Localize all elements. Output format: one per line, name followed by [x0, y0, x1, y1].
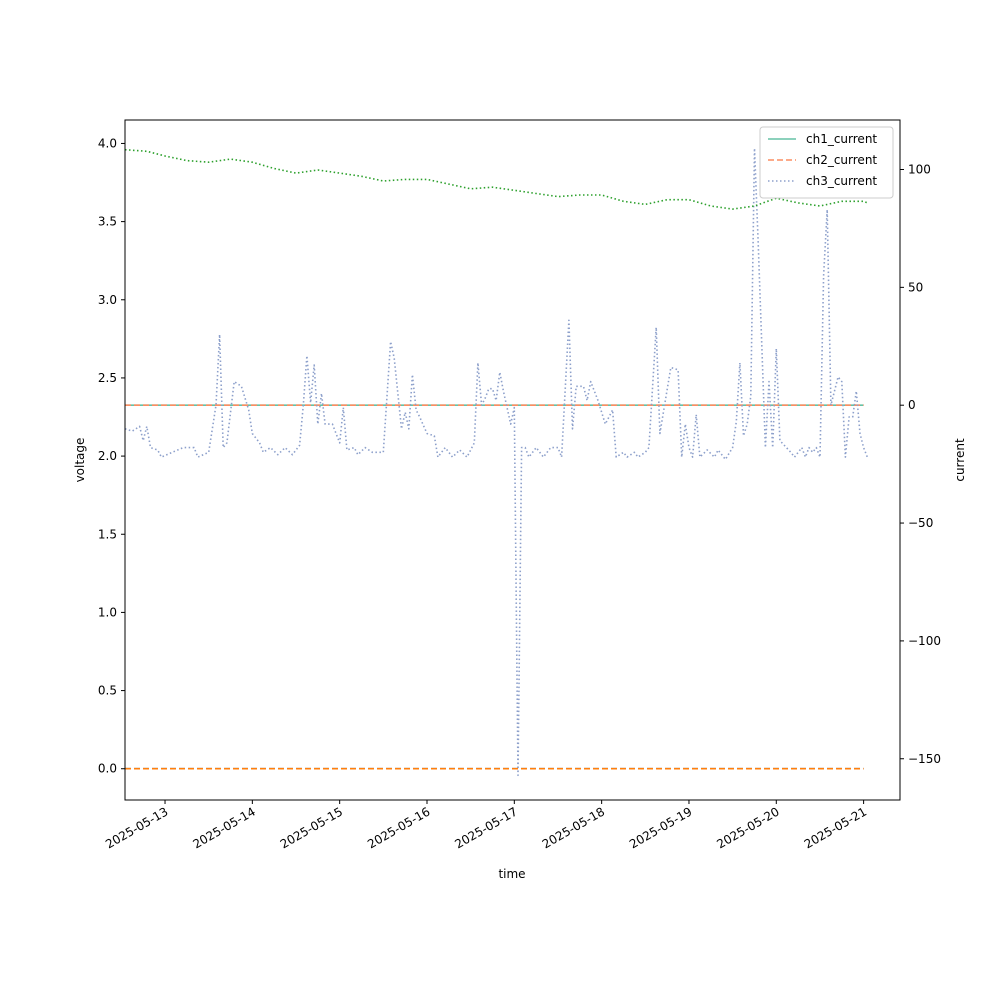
x-axis-label: time [498, 867, 525, 881]
y-right-tick-label: −100 [908, 634, 941, 648]
y-left-tick-label: 1.0 [98, 605, 117, 619]
y-left-tick-label: 1.5 [98, 527, 117, 541]
y-left-tick-label: 3.0 [98, 293, 117, 307]
legend-label-ch2-current: ch2_current [806, 153, 877, 167]
y-axis-right: −150 −100 −50 0 50 100 [900, 162, 941, 766]
y-left-tick-label: 3.5 [98, 215, 117, 229]
y-right-tick-label: 50 [908, 280, 923, 294]
series-line-ch3-current [124, 147, 869, 777]
legend: ch1_current ch2_current ch3_current [759, 126, 894, 199]
series-line-4 [124, 148, 868, 210]
y-left-tick-label: 2.5 [98, 371, 117, 385]
y-left-tick-label: 0.0 [98, 762, 117, 776]
y-right-tick-label: 100 [908, 162, 931, 176]
y-left-tick-label: 4.0 [98, 136, 117, 150]
plot-frame [124, 119, 901, 801]
y-right-tick-label: −150 [908, 752, 941, 766]
legend-label-ch3-current: ch3_current [806, 174, 877, 188]
y-left-tick-label: 2.0 [98, 449, 117, 463]
legend-label-ch1-current: ch1_current [806, 132, 877, 146]
series-layer [124, 147, 869, 777]
y-right-tick-label: 0 [908, 398, 916, 412]
y-axis-left: 0.0 0.5 1.0 1.5 2.0 2.5 3.0 3.5 4.0 [98, 136, 125, 776]
y-left-tick-label: 0.5 [98, 684, 117, 698]
y-axis-right-label: current [953, 438, 967, 482]
y-right-tick-label: −50 [908, 516, 933, 530]
y-axis-left-label: voltage [73, 438, 87, 483]
